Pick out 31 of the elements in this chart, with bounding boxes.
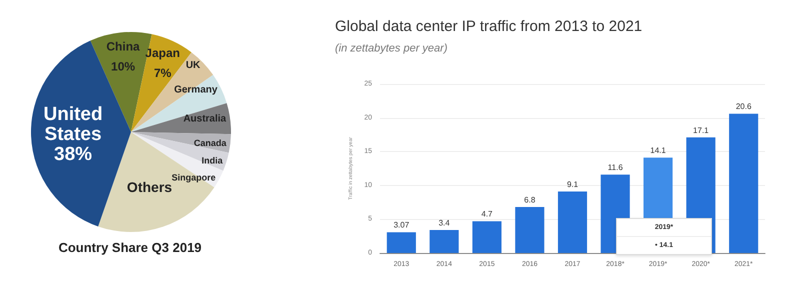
bar xyxy=(729,114,758,253)
chart-subtitle: (in zettabytes per year) xyxy=(335,42,448,54)
data-label: 11.6 xyxy=(608,163,624,172)
slice-label: Germany xyxy=(174,84,218,96)
slice-label: India xyxy=(202,156,224,166)
data-label: 9.1 xyxy=(566,180,579,189)
data-label: 3.07 xyxy=(394,220,410,230)
slice-label: Singapore xyxy=(172,172,216,182)
bar xyxy=(386,232,416,253)
data-label: 3.4 xyxy=(438,218,450,228)
slice-label: Australia xyxy=(183,113,227,124)
slice-label: Canada xyxy=(194,138,228,148)
bar xyxy=(515,207,544,253)
data-label: 10% xyxy=(111,59,136,74)
slice-label: Others xyxy=(126,178,172,195)
slice-label: Japan xyxy=(145,46,180,60)
bar xyxy=(472,221,502,253)
slice-label: China xyxy=(106,39,140,54)
bar xyxy=(430,230,459,253)
data-label: 17.1 xyxy=(693,126,710,135)
bar xyxy=(558,191,588,253)
slice-label: United States xyxy=(43,104,103,145)
data-label: 20.6 xyxy=(736,102,752,112)
slice-label: UK xyxy=(186,60,202,72)
data-label: 4.7 xyxy=(481,210,494,219)
chart-title: Global data center IP traffic from 2013 to 2021 xyxy=(335,18,642,35)
data-label: 14.1 xyxy=(650,146,666,156)
text: Country Share Q3 2019 xyxy=(58,240,202,255)
data-label: 6.8 xyxy=(524,196,536,205)
data-label: 7% xyxy=(154,66,172,80)
data-label: 38% xyxy=(54,144,92,165)
